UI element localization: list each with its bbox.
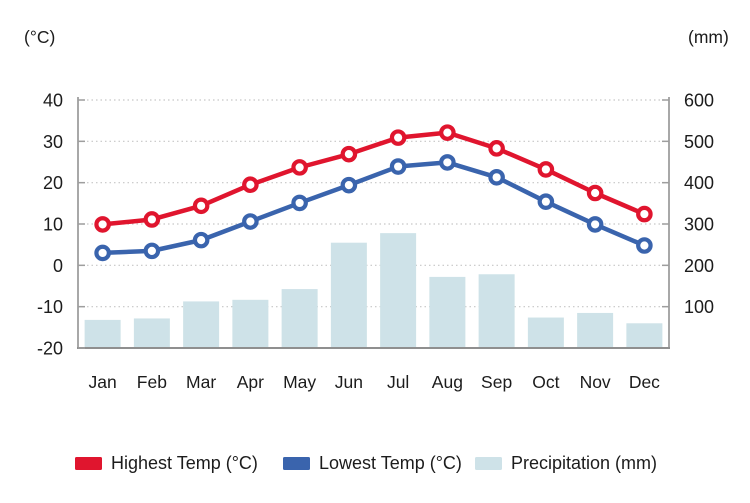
left-axis-unit: (°C): [24, 27, 56, 47]
precipitation-swatch-icon: [475, 456, 502, 470]
highest-temp-swatch-icon: [75, 456, 102, 470]
right-axis-tick-label: 200: [684, 256, 714, 276]
precipitation-bar: [527, 317, 564, 348]
right-axis-tick-label: 400: [684, 173, 714, 193]
precipitation-bar: [577, 312, 614, 348]
precipitation-bar: [380, 233, 417, 348]
left-axis-tick-label: 40: [43, 91, 63, 111]
lowest-temp-point: [586, 216, 604, 233]
month-label: Nov: [580, 372, 611, 392]
legend: Highest Temp (°C) Lowest Temp (°C) Preci…: [0, 451, 750, 475]
lowest-temp-point: [537, 193, 555, 210]
lowest-temp-point: [636, 237, 653, 254]
legend-label-lowest-temp: Lowest Temp (°C): [319, 452, 462, 473]
month-label: Jul: [387, 372, 409, 392]
legend-label-highest-temp: Highest Temp (°C): [111, 452, 258, 473]
lowest-temp-point: [94, 244, 111, 262]
legend-item-lowest-temp: Lowest Temp (°C): [283, 451, 462, 475]
lowest-temp-point: [291, 194, 308, 212]
highest-temp-point: [586, 184, 604, 202]
lowest-temp-line: [102, 160, 646, 256]
precipitation-bar: [232, 299, 269, 348]
highest-temp-point: [537, 161, 555, 178]
highest-temp-point: [439, 124, 456, 141]
month-label: Sep: [481, 372, 512, 392]
legend-label-precipitation: Precipitation (mm): [511, 452, 658, 473]
highest-temp-point: [636, 205, 653, 223]
lowest-temp-point: [143, 242, 161, 260]
highest-temp-point: [488, 140, 505, 157]
left-axis-tick-label: 30: [43, 132, 63, 152]
left-axis-tick-label: -10: [37, 297, 63, 317]
right-axis-unit: (mm): [688, 27, 729, 47]
lowest-temp-point: [192, 231, 210, 249]
month-label: Jun: [335, 372, 363, 392]
month-label: Mar: [186, 372, 216, 392]
month-label: May: [283, 372, 316, 392]
legend-item-precipitation: Precipitation (mm): [475, 451, 657, 475]
lowest-temp-point: [242, 213, 259, 230]
precipitation-bar: [330, 242, 367, 348]
highest-temp-point: [291, 159, 308, 176]
highest-temp-point: [94, 216, 111, 233]
month-label: Feb: [137, 372, 167, 392]
lowest-temp-point: [340, 176, 358, 194]
lowest-temp-point: [389, 158, 407, 175]
highest-temp-point: [389, 129, 407, 146]
precipitation-bar: [133, 318, 170, 348]
left-axis-tick-label: 20: [43, 173, 63, 193]
precipitation-bar: [84, 319, 121, 348]
month-label: Aug: [432, 372, 463, 392]
precipitation-bar: [281, 289, 318, 348]
right-axis-tick-label: 100: [684, 297, 714, 317]
left-axis-tick-label: 10: [43, 215, 63, 235]
left-axis-tick-label: 0: [53, 256, 63, 276]
right-axis-tick-label: 600: [684, 91, 714, 111]
highest-temp-point: [242, 176, 259, 194]
month-label: Apr: [237, 372, 264, 392]
right-axis-tick-label: 300: [684, 215, 714, 235]
highest-temp-point: [340, 145, 358, 163]
highest-temp-point: [192, 197, 210, 215]
highest-temp-point: [143, 211, 161, 228]
left-axis-tick-label: -20: [37, 339, 63, 359]
month-label: Dec: [629, 372, 660, 392]
precipitation-bar: [626, 323, 663, 348]
lowest-temp-point: [439, 154, 456, 171]
legend-item-highest-temp: Highest Temp (°C): [75, 451, 258, 475]
lowest-temp-swatch-icon: [283, 456, 310, 470]
lowest-temp-point: [488, 168, 505, 186]
month-label: Oct: [532, 372, 559, 392]
precipitation-bar: [478, 274, 515, 348]
precipitation-bar: [429, 276, 466, 348]
right-axis-tick-label: 500: [684, 132, 714, 152]
highest-temp-line: [102, 130, 646, 227]
month-label: Jan: [89, 372, 117, 392]
precipitation-bar: [183, 301, 220, 348]
